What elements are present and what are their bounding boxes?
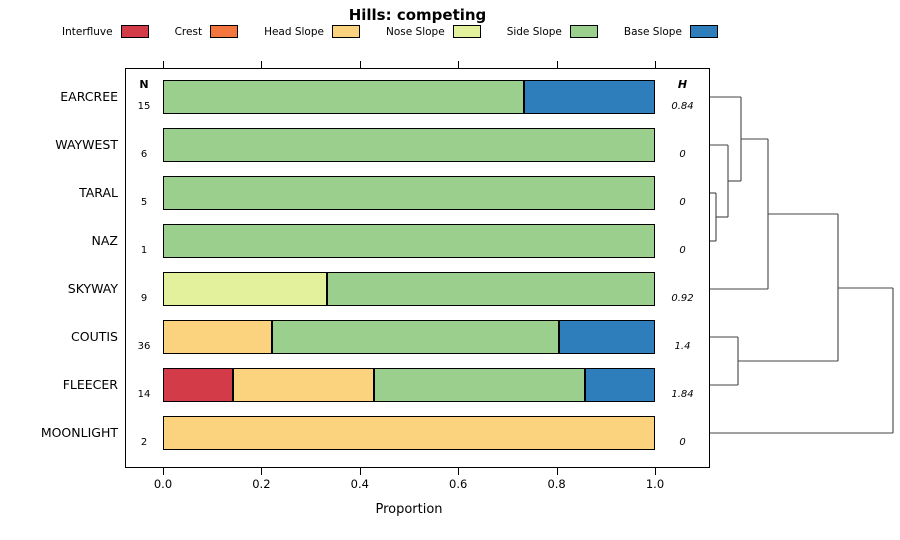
legend: Interfluve Crest Head Slope Nose Slope Side … (62, 25, 718, 38)
x-axis-tick-bottom (655, 468, 656, 475)
bar-segment-side-slope (272, 320, 559, 354)
legend-item-label: Base Slope (623, 25, 682, 38)
legend-color-swatch (210, 25, 239, 38)
chart-title: Hills: competing (348, 6, 487, 24)
h-value-naz: 0 (679, 245, 686, 256)
n-value-naz: 1 (140, 245, 148, 256)
legend-item-crest: Crest (174, 25, 239, 38)
h-value-moonlight: 0 (679, 437, 686, 448)
legend-color-swatch (569, 25, 598, 38)
legend-item-nose-slope: Nose Slope (386, 25, 481, 38)
n-value-coutis: 36 (137, 341, 151, 352)
row-label-taral: TARAL (79, 185, 118, 200)
legend-color-swatch (452, 25, 481, 38)
legend-item-base-slope: Base Slope (624, 25, 718, 38)
bar-segment-head-slope (163, 320, 272, 354)
legend-color-swatch (120, 25, 149, 38)
stacked-bar-naz (163, 224, 655, 258)
x-axis-tick-top (163, 61, 164, 68)
n-value-moonlight: 2 (140, 437, 148, 448)
n-value-earcree: 15 (137, 101, 151, 112)
legend-item-head-slope: Head Slope (264, 25, 360, 38)
row-label-skyway: SKYWAY (67, 281, 118, 296)
bar-segment-base-slope (559, 320, 655, 354)
row-label-fleecer: FLEECER (62, 377, 118, 392)
x-axis-tick-top (359, 61, 361, 68)
x-axis-tick-label: 1.0 (645, 477, 665, 491)
legend-item-label: Side Slope (506, 25, 562, 38)
legend-item-label: Nose Slope (386, 25, 445, 38)
x-axis-tick-bottom (458, 468, 460, 475)
h-value-skyway: 0.92 (671, 293, 694, 304)
stacked-bar-earcree (163, 80, 655, 114)
x-axis-tick-label: 0.0 (153, 477, 173, 491)
x-axis-tick-label: 0.8 (547, 477, 566, 491)
bar-segment-base-slope (585, 368, 655, 402)
h-column-header: H (677, 78, 688, 91)
h-value-coutis: 1.4 (674, 341, 691, 352)
x-axis-tick-bottom (261, 468, 263, 475)
x-axis-tick-label: 0.4 (350, 477, 369, 491)
n-value-taral: 5 (140, 197, 148, 208)
bar-segment-interfluve (163, 368, 233, 402)
bar-segment-nose-slope (163, 272, 327, 306)
h-value-earcree: 0.84 (671, 101, 694, 112)
h-value-fleecer: 1.84 (671, 389, 694, 400)
x-axis-tick-top (261, 61, 263, 68)
bar-segment-head-slope (163, 416, 655, 450)
x-axis-tick-bottom (556, 468, 558, 475)
stacked-bar-taral (163, 176, 655, 210)
bar-segment-base-slope (524, 80, 655, 114)
legend-item-label: Head Slope (264, 25, 324, 38)
stacked-bar-skyway (163, 272, 655, 306)
legend-color-swatch (332, 25, 360, 38)
x-axis-tick-bottom (359, 468, 361, 475)
stacked-bar-fleecer (163, 368, 655, 402)
x-axis-tick-top (458, 61, 460, 68)
plot-area-border (125, 68, 710, 468)
bar-segment-side-slope (163, 224, 655, 258)
row-label-earcree: EARCREE (60, 89, 118, 104)
row-label-naz: NAZ (91, 233, 118, 248)
bar-segment-side-slope (327, 272, 655, 306)
legend-item-label: Interfluve (62, 25, 113, 38)
h-value-taral: 0 (679, 197, 686, 208)
bar-segment-side-slope (374, 368, 585, 402)
legend-color-swatch (689, 25, 718, 38)
stacked-bar-moonlight (163, 416, 655, 450)
bar-segment-head-slope (233, 368, 374, 402)
n-column-header: N (139, 78, 149, 91)
bar-segment-side-slope (163, 128, 655, 162)
legend-item-side-slope: Side Slope (507, 25, 598, 38)
stacked-bar-coutis (163, 320, 655, 354)
stacked-bar-waywest (163, 128, 655, 162)
n-value-skyway: 9 (140, 293, 148, 304)
n-value-waywest: 6 (140, 149, 148, 160)
row-label-waywest: WAYWEST (55, 137, 118, 152)
n-value-fleecer: 14 (137, 389, 151, 400)
x-axis-tick-top (655, 61, 656, 68)
bar-segment-side-slope (163, 176, 655, 210)
x-axis-tick-top (556, 61, 558, 68)
x-axis-tick-label: 0.2 (252, 477, 271, 491)
bar-segment-side-slope (163, 80, 524, 114)
x-axis-tick-label: 0.6 (449, 477, 468, 491)
legend-item-interfluve: Interfluve (62, 25, 149, 38)
legend-item-label: Crest (174, 25, 203, 38)
row-label-coutis: COUTIS (71, 329, 118, 344)
x-axis-tick-bottom (163, 468, 164, 475)
h-value-waywest: 0 (679, 149, 686, 160)
x-axis-label: Proportion (375, 502, 443, 517)
row-label-moonlight: MOONLIGHT (40, 425, 118, 440)
